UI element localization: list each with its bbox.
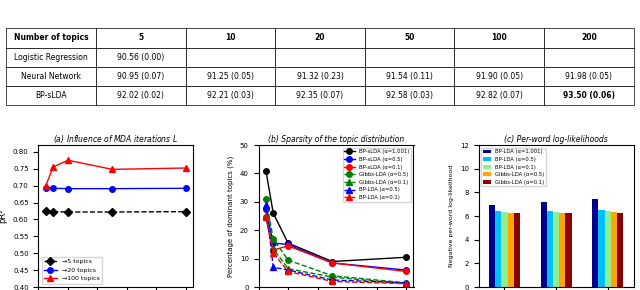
- Y-axis label: Percentage of dominant topics (%): Percentage of dominant topics (%): [228, 155, 234, 277]
- Gibbs-LDA (α=0.5): [269, 237, 277, 240]
- Gibbs-LDA (α=0.1): [262, 214, 269, 218]
- Line: →20 topics: →20 topics: [43, 185, 189, 191]
- →100 topics: [64, 158, 72, 162]
- →20 topics: [42, 186, 50, 190]
- BP-sLDA (α=0.1): [262, 216, 269, 219]
- BP-sLDA (α=1.001): [403, 255, 410, 259]
- Title: (b) Sparsity of the topic distribution: (b) Sparsity of the topic distribution: [268, 135, 404, 144]
- Bar: [553, 211, 559, 287]
- →5 topics: [49, 210, 57, 213]
- Line: BP-sLDA (α=0.5): BP-sLDA (α=0.5): [263, 206, 409, 273]
- Gibbs-LDA (α=0.5): [284, 258, 292, 262]
- Line: Gibbs-LDA (α=0.1): Gibbs-LDA (α=0.1): [263, 213, 409, 287]
- →20 topics: [108, 187, 116, 190]
- Bar: [547, 211, 553, 287]
- BP-LDA (α=0.1): [284, 270, 292, 273]
- Title: (a) Influence of MDA iterations $L$: (a) Influence of MDA iterations $L$: [54, 133, 179, 145]
- Gibbs-LDA (α=0.1): [403, 282, 410, 285]
- BP-LDA (α=0.1): [403, 282, 410, 285]
- Bar: [592, 199, 598, 287]
- Bar: [617, 213, 623, 287]
- BP-LDA (α=0.5): [262, 203, 269, 206]
- →5 topics: [108, 210, 116, 214]
- →5 topics: [42, 209, 50, 213]
- Line: →100 topics: →100 topics: [43, 157, 189, 188]
- Legend: BP-LDA (α=1.001), BP-LDA (α=0.5), BP-LDA (α=0.1), Gibbs-LDA (α=0.5), Gibbs-LDA (: BP-LDA (α=1.001), BP-LDA (α=0.5), BP-LDA…: [481, 148, 546, 186]
- BP-sLDA (α=0.1): [328, 261, 336, 265]
- Legend: BP-sLDA (α=1.001), BP-sLDA (α=0.5), BP-sLDA (α=0.1), Gibbs-LDA (α=0.5), Gibbs-LD: BP-sLDA (α=1.001), BP-sLDA (α=0.5), BP-s…: [342, 148, 411, 202]
- Line: BP-LDA (α=0.5): BP-LDA (α=0.5): [263, 202, 409, 286]
- BP-LDA (α=0.5): [269, 265, 277, 269]
- BP-LDA (α=0.5): [284, 268, 292, 272]
- Gibbs-LDA (α=0.1): [269, 247, 277, 251]
- Bar: [501, 212, 508, 287]
- BP-LDA (α=0.5): [328, 278, 336, 282]
- Legend: →5 topics, →20 topics, →100 topics: →5 topics, →20 topics, →100 topics: [42, 257, 102, 284]
- Line: →5 topics: →5 topics: [43, 208, 189, 215]
- Bar: [559, 213, 565, 287]
- BP-sLDA (α=1.001): [262, 169, 269, 172]
- BP-sLDA (α=0.1): [269, 249, 277, 252]
- Bar: [605, 211, 611, 287]
- BP-sLDA (α=1.001): [284, 241, 292, 245]
- Bar: [565, 213, 572, 287]
- →20 topics: [64, 187, 72, 190]
- BP-sLDA (α=1.001): [328, 260, 336, 263]
- →5 topics: [182, 210, 190, 213]
- Line: BP-sLDA (α=1.001): BP-sLDA (α=1.001): [263, 168, 409, 264]
- BP-LDA (α=0.1): [269, 251, 277, 255]
- →100 topics: [49, 165, 57, 169]
- Gibbs-LDA (α=0.5): [403, 281, 410, 284]
- BP-sLDA (α=0.5): [262, 207, 269, 211]
- →20 topics: [182, 186, 190, 190]
- Bar: [611, 212, 617, 287]
- →100 topics: [108, 168, 116, 171]
- Line: BP-LDA (α=0.1): BP-LDA (α=0.1): [263, 215, 409, 287]
- BP-sLDA (α=0.5): [284, 243, 292, 246]
- BP-sLDA (α=0.5): [328, 261, 336, 265]
- BP-sLDA (α=0.1): [403, 270, 410, 273]
- Bar: [598, 210, 605, 287]
- Gibbs-LDA (α=0.5): [262, 197, 269, 201]
- BP-sLDA (α=0.1): [284, 244, 292, 248]
- Line: BP-sLDA (α=0.1): BP-sLDA (α=0.1): [263, 215, 409, 274]
- BP-LDA (α=0.1): [328, 280, 336, 283]
- Bar: [514, 213, 520, 287]
- BP-LDA (α=0.1): [262, 216, 269, 219]
- BP-sLDA (α=1.001): [269, 211, 277, 215]
- BP-LDA (α=0.5): [403, 281, 410, 284]
- Line: Gibbs-LDA (α=0.5): Gibbs-LDA (α=0.5): [263, 196, 409, 286]
- Gibbs-LDA (α=0.1): [328, 276, 336, 279]
- Bar: [489, 205, 495, 287]
- Gibbs-LDA (α=0.1): [284, 267, 292, 270]
- →100 topics: [42, 184, 50, 187]
- Bar: [508, 213, 514, 287]
- →100 topics: [182, 166, 190, 170]
- Title: (c) Per-word log-likelihoods: (c) Per-word log-likelihoods: [504, 135, 608, 144]
- Y-axis label: pR²: pR²: [0, 209, 8, 223]
- →5 topics: [64, 210, 72, 214]
- Bar: [495, 211, 501, 287]
- Y-axis label: Negative per-word log-likelihood: Negative per-word log-likelihood: [449, 165, 454, 267]
- BP-sLDA (α=0.5): [403, 268, 410, 272]
- Bar: [541, 202, 547, 287]
- Gibbs-LDA (α=0.5): [328, 274, 336, 278]
- →20 topics: [49, 186, 57, 190]
- BP-sLDA (α=0.5): [269, 241, 277, 245]
